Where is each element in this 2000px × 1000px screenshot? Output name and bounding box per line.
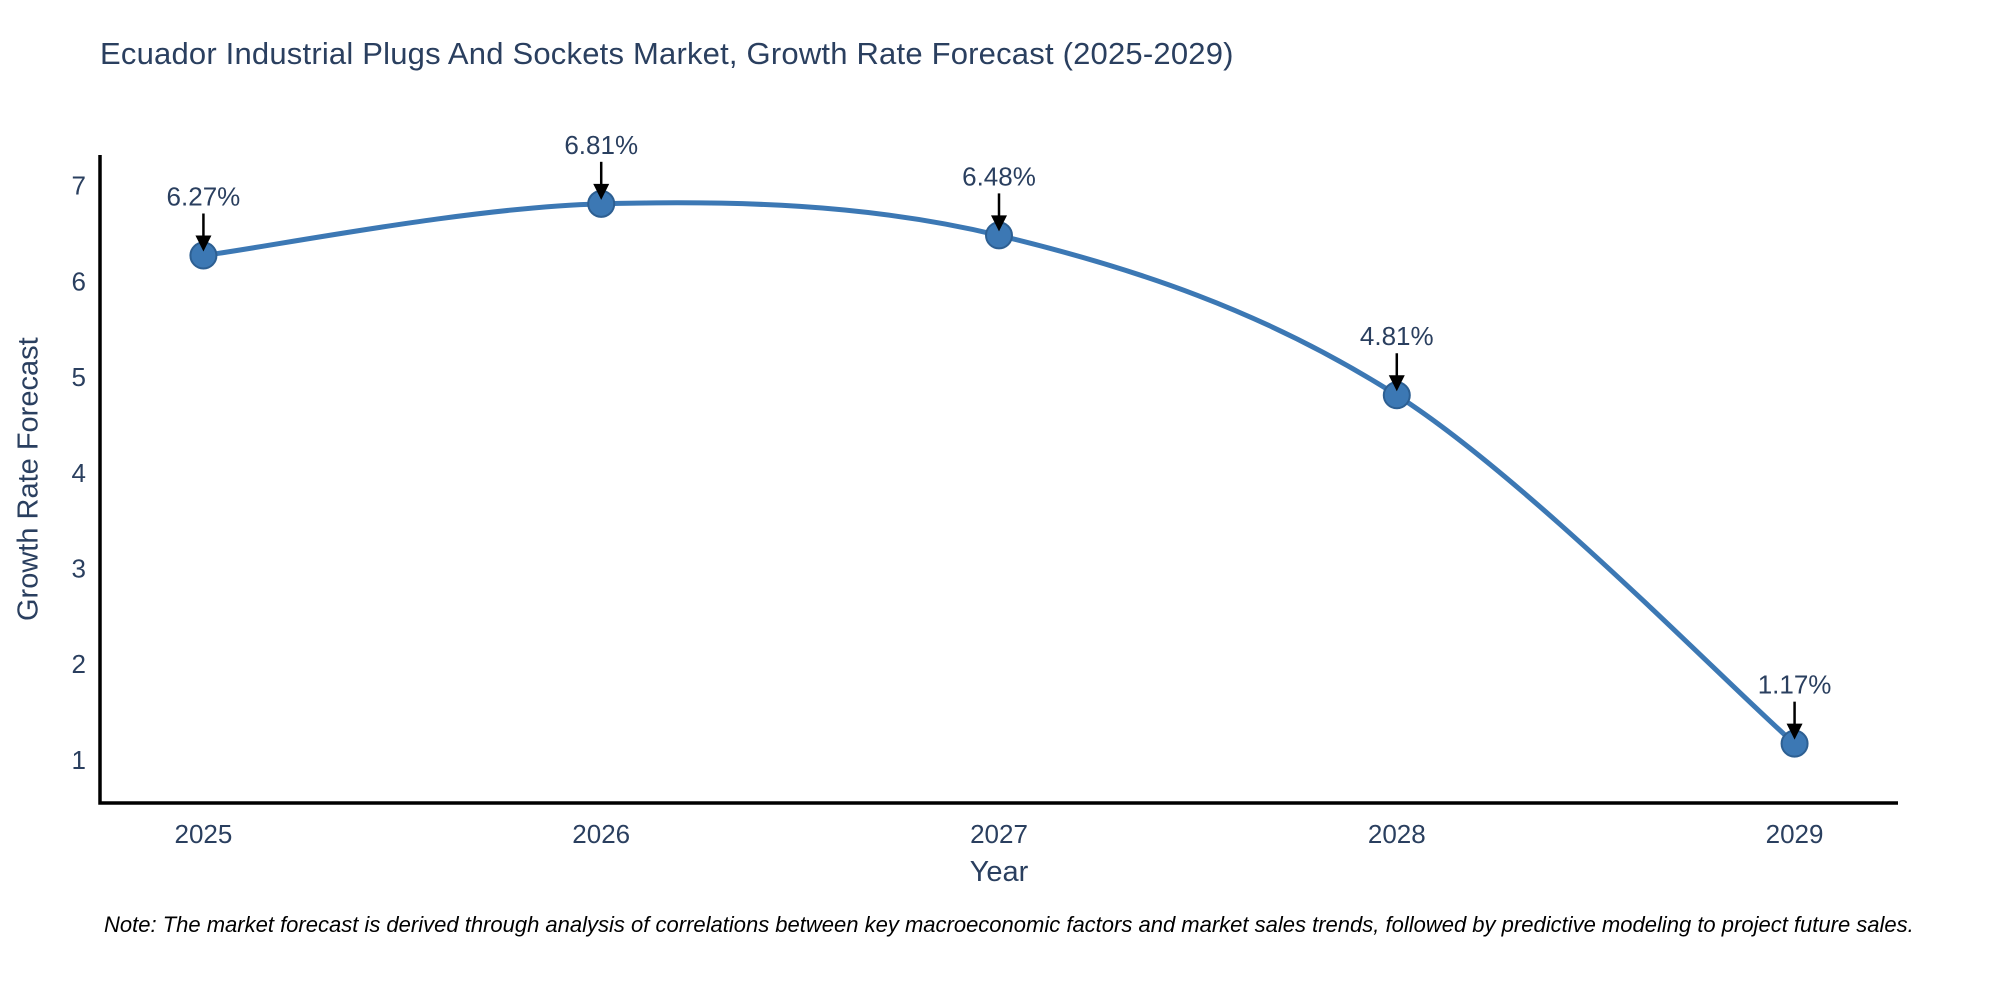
x-tick-label: 2025	[175, 819, 233, 849]
x-tick-label: 2029	[1766, 819, 1824, 849]
annotation-arrowhead-icon	[991, 215, 1007, 232]
point-annotation-label: 4.81%	[1360, 321, 1434, 351]
x-axis-title: Year	[969, 856, 1029, 888]
annotation-arrowhead-icon	[1388, 375, 1405, 392]
y-tick-label: 5	[72, 362, 86, 392]
series-line	[200, 200, 1798, 747]
x-tick-label: 2026	[572, 819, 630, 849]
y-tick-label: 4	[72, 458, 86, 488]
annotation-arrowhead-icon	[1786, 723, 1803, 740]
y-axis-title: Growth Rate Forecast	[12, 337, 45, 621]
annotation-arrowhead-icon	[195, 235, 212, 252]
point-annotation-label: 1.17%	[1758, 670, 1832, 700]
annotation-arrowhead-icon	[593, 183, 610, 200]
point-annotation-label: 6.27%	[167, 182, 241, 212]
point-annotation-label: 6.81%	[564, 130, 638, 160]
y-tick-label: 6	[72, 266, 86, 296]
y-tick-label: 2	[72, 649, 86, 679]
x-tick-label: 2027	[970, 819, 1028, 849]
chart-title: Ecuador Industrial Plugs And Sockets Mar…	[100, 36, 1234, 71]
axis-lines	[98, 155, 1898, 805]
y-tick-label: 3	[72, 553, 86, 583]
footnote: Note: The market forecast is derived thr…	[104, 912, 1914, 937]
x-tick-label: 2028	[1368, 819, 1426, 849]
y-tick-label: 1	[72, 745, 86, 775]
point-annotation-label: 6.48%	[962, 161, 1036, 191]
y-tick-label: 7	[72, 171, 86, 201]
